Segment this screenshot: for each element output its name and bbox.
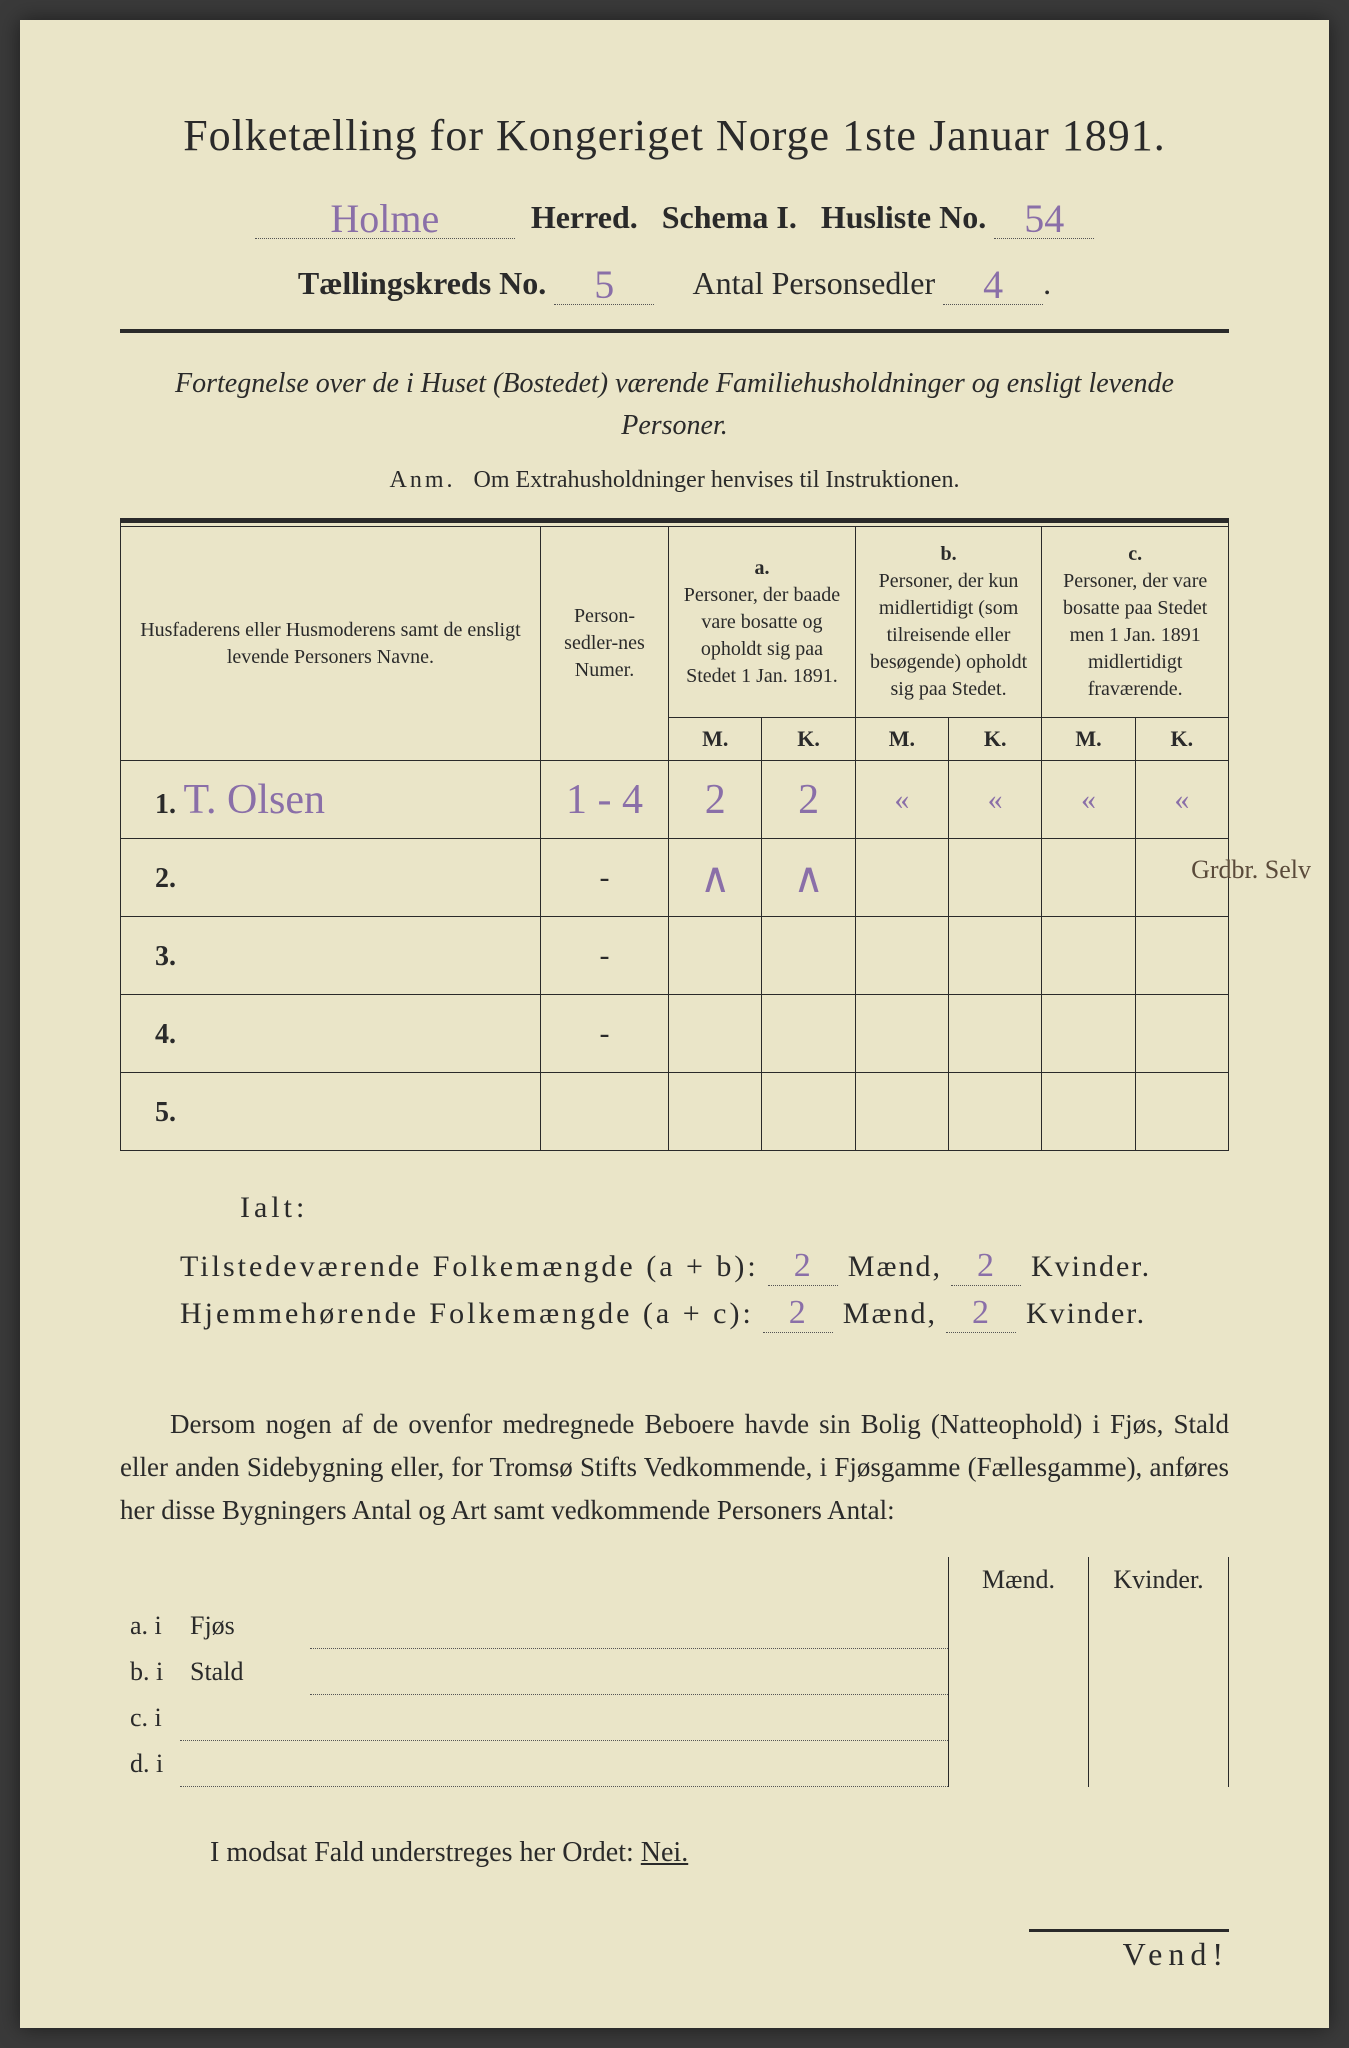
outbuilding-row: c. i — [120, 1695, 1229, 1741]
resident-men: 2 — [789, 1294, 808, 1331]
divider-rule — [120, 329, 1229, 333]
schema-label: Schema I. — [662, 199, 797, 235]
household-table: Husfaderens eller Husmoderens samt de en… — [120, 518, 1229, 1151]
herred-label: Herred. — [531, 199, 638, 235]
anm-line: Anm. Om Extrahusholdninger henvises til … — [120, 467, 1229, 494]
antal-value: 4 — [943, 257, 1043, 305]
header-line-1: Holme Herred. Schema I. Husliste No. 54 — [120, 191, 1229, 239]
margin-note: Grdbr. Selv — [1191, 855, 1311, 885]
outbuilding-row: d. i — [120, 1741, 1229, 1787]
col-c-k: K. — [1135, 718, 1228, 761]
resident-women: 2 — [972, 1294, 991, 1331]
kreds-label: Tællingskreds No. — [298, 265, 546, 301]
present-men: 2 — [794, 1247, 813, 1284]
outbuilding-table: Mænd. Kvinder. a. i Fjøs b. i Stald c. i… — [120, 1557, 1229, 1788]
subtitle: Fortegnelse over de i Huset (Bostedet) v… — [120, 363, 1229, 447]
herred-value: Holme — [255, 191, 515, 239]
husliste-value: 54 — [994, 191, 1094, 239]
census-form-page: Folketælling for Kongeriget Norge 1ste J… — [20, 20, 1329, 2028]
bottom-men-header: Mænd. — [949, 1557, 1089, 1603]
col-c-m: M. — [1042, 718, 1135, 761]
table-row: 5. — [121, 1073, 1229, 1151]
anm-text: Om Extrahusholdninger henvises til Instr… — [474, 467, 960, 493]
col-b-m: M. — [855, 718, 948, 761]
outbuilding-row: a. i Fjøs — [120, 1603, 1229, 1649]
table-row: 2. - ∧ ∧ — [121, 839, 1229, 917]
col-b-header: b. Personer, der kun midlertidigt (som t… — [855, 527, 1042, 718]
col-b-k: K. — [949, 718, 1042, 761]
closing-line: I modsat Fald understreges her Ordet: Ne… — [120, 1837, 1229, 1869]
col-a-header: a. Personer, der baade vare bosatte og o… — [669, 527, 856, 718]
nei-word: Nei. — [641, 1837, 688, 1868]
header-line-2: Tællingskreds No. 5 Antal Personsedler 4… — [120, 257, 1229, 305]
sum-line-present: Tilstedeværende Folkemængde (a + b): 2 M… — [180, 1247, 1229, 1286]
sum-line-resident: Hjemmehørende Folkemængde (a + c): 2 Mæn… — [180, 1294, 1229, 1333]
turn-over-label: Vend! — [1029, 1929, 1229, 1973]
outbuilding-paragraph: Dersom nogen af de ovenfor medregnede Be… — [120, 1403, 1229, 1533]
bottom-women-header: Kvinder. — [1089, 1557, 1229, 1603]
table-row: 4. - — [121, 995, 1229, 1073]
col-a-k: K. — [762, 718, 855, 761]
antal-label: Antal Personsedler — [692, 265, 935, 301]
col-names-header: Husfaderens eller Husmoderens samt de en… — [121, 527, 541, 761]
kreds-value: 5 — [554, 257, 654, 305]
husliste-label: Husliste No. — [821, 199, 986, 235]
table-row: 3. - — [121, 917, 1229, 995]
outbuilding-row: b. i Stald — [120, 1649, 1229, 1695]
present-women: 2 — [977, 1247, 996, 1284]
ialt-label: Ialt: — [240, 1191, 1229, 1225]
col-c-header: c. Personer, der vare bosatte paa Stedet… — [1042, 527, 1229, 718]
col-a-m: M. — [669, 718, 762, 761]
anm-label: Anm. — [390, 467, 456, 493]
page-title: Folketælling for Kongeriget Norge 1ste J… — [120, 110, 1229, 161]
table-row: 1. T. Olsen 1 - 4 2 2 « « « « — [121, 761, 1229, 839]
col-numer-header: Person-sedler-nes Numer. — [540, 527, 668, 761]
